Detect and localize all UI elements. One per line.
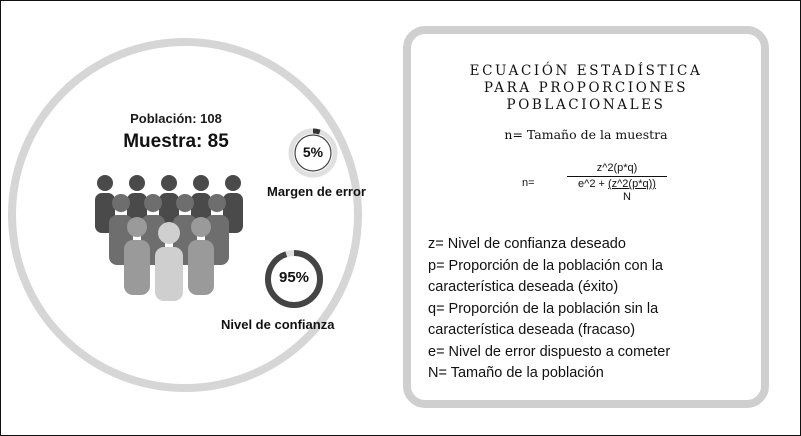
definition-line: e= Nivel de error dispuesto a cometer — [428, 343, 671, 360]
fraction-bar — [567, 176, 667, 177]
population-label: Población: 108 — [130, 111, 222, 126]
formula-denominator-prefix: e^2 + — [578, 178, 608, 190]
error-ring: 5% — [287, 127, 339, 179]
formula-panel: ECUACIÓN ESTADÍSTICA PARA PROPORCIONES P… — [403, 26, 769, 408]
definition-line: q= Proporción de la población sin la — [428, 300, 659, 317]
variable-definitions: z= Nivel de confianza deseado p= Proporc… — [428, 234, 768, 385]
formula-denominator-bottom: N — [623, 191, 631, 203]
error-caption: Margen de error — [267, 184, 366, 199]
formula-denominator-term: (z^2(p*q)) — [607, 178, 656, 190]
people-group-icon — [95, 175, 243, 301]
confidence-ring: 95% — [263, 248, 325, 310]
definition-line: p= Proporción de la población con la — [428, 257, 663, 274]
sample-size-formula: n= z^2(p*q) e^2 + (z^2(p*q)) N — [507, 156, 687, 216]
definition-line: z= Nivel de confianza deseado — [428, 236, 626, 252]
population-circle — [8, 38, 362, 392]
definition-line: característica deseada (fracaso) — [428, 322, 636, 338]
formula-denominator: e^2 + (z^2(p*q)) — [552, 178, 682, 190]
error-ring-gauge — [288, 128, 338, 178]
panel-subtitle: n= Tamaño de la muestra — [504, 127, 668, 142]
formula-lhs: n= — [522, 177, 535, 189]
confidence-caption: Nivel de confianza — [221, 317, 335, 332]
formula-numerator: z^2(p*q) — [596, 162, 638, 174]
panel-title: ECUACIÓN ESTADÍSTICA PARA PROPORCIONES P… — [411, 63, 761, 114]
confidence-value: 95% — [278, 269, 310, 286]
confidence-ring-gauge — [265, 250, 323, 308]
definition-line: característica deseada (éxito) — [428, 279, 619, 295]
panel-title-line: ECUACIÓN ESTADÍSTICA — [469, 63, 703, 79]
panel-title-line: POBLACIONALES — [506, 97, 666, 113]
sample-label: Muestra: 85 — [123, 131, 229, 152]
error-value: 5% — [302, 144, 324, 160]
panel-title-line: PARA PROPORCIONES — [483, 80, 689, 96]
definition-line: N= Tamaño de la población — [428, 365, 604, 381]
